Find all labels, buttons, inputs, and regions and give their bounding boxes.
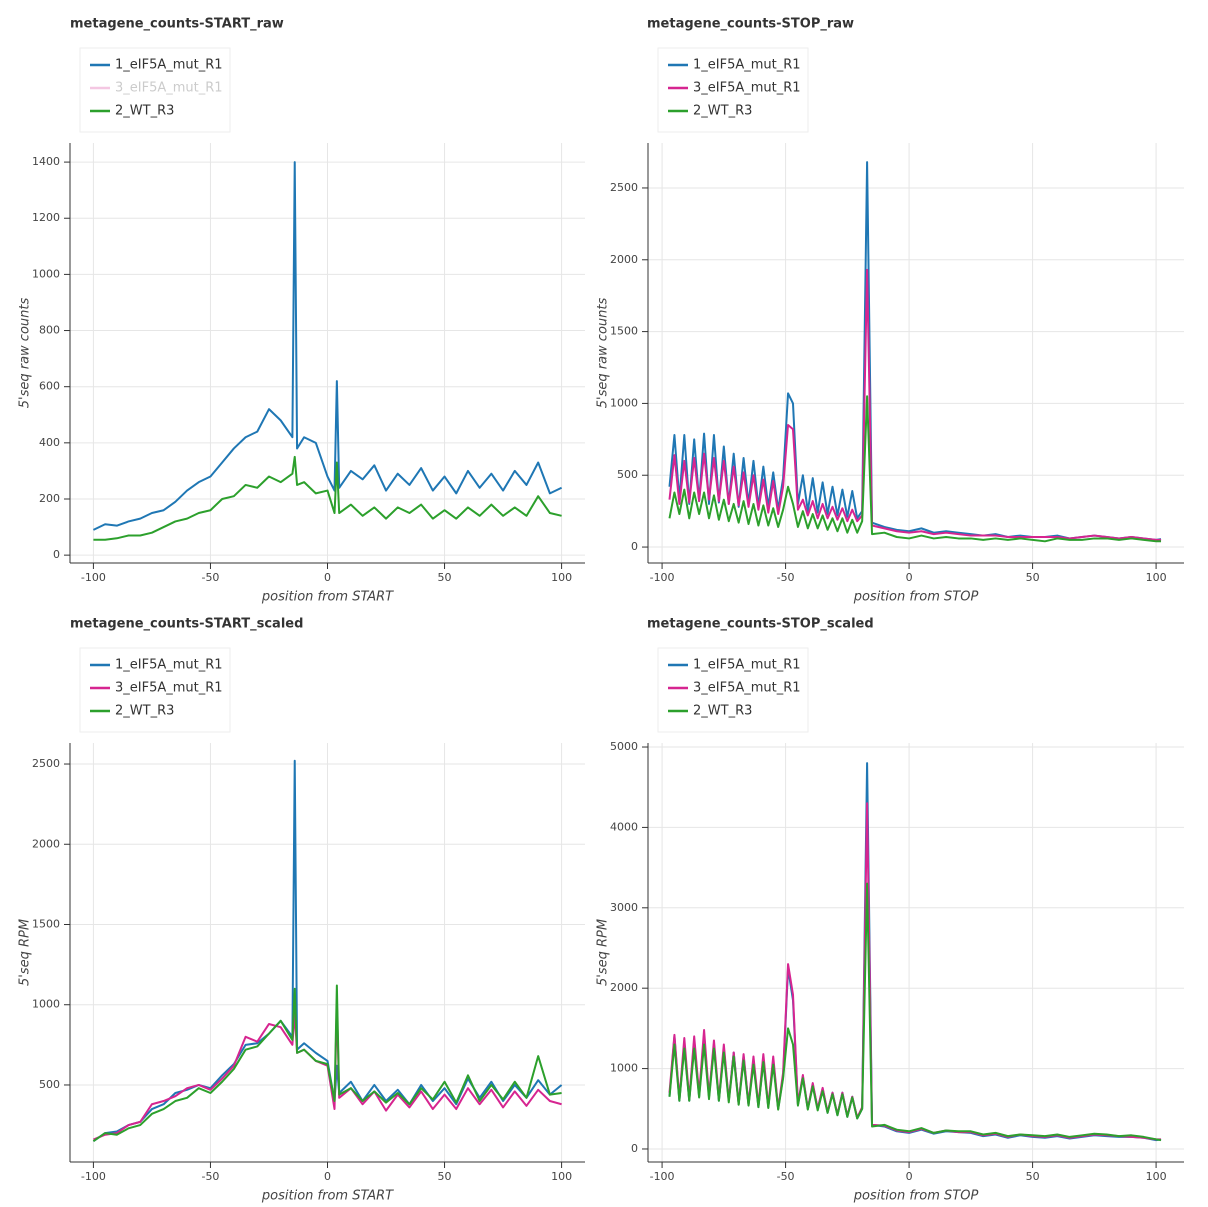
legend-label: 1_eIF5A_mut_R1: [693, 658, 801, 673]
y-axis-label: 5'seq raw counts: [18, 298, 33, 409]
x-tick-label: 100: [551, 571, 572, 584]
y-tick-label: 500: [39, 1078, 60, 1091]
x-axis-label: position from STOP: [853, 1189, 979, 1204]
legend-box: [657, 647, 809, 733]
y-tick-label: 2000: [610, 981, 638, 994]
x-tick-label: 0: [906, 571, 913, 584]
y-tick-label: 1200: [32, 211, 60, 224]
legend-box: [79, 47, 231, 133]
x-tick-label: -50: [201, 571, 219, 584]
y-tick-label: 800: [39, 324, 60, 337]
legend-label: 2_WT_R3: [693, 104, 752, 119]
x-tick-label: 0: [906, 1170, 913, 1183]
series-line: [668, 395, 1162, 543]
x-tick-label: 50: [438, 571, 452, 584]
y-tick-label: 1000: [32, 998, 60, 1011]
series-line: [92, 161, 563, 531]
series-line: [668, 802, 1162, 1141]
x-tick-label: 50: [438, 1170, 452, 1183]
y-tick-label: 1000: [32, 267, 60, 280]
legend-label: 3_eIF5A_mut_R1: [693, 81, 801, 96]
y-tick-label: 3000: [610, 901, 638, 914]
legend-label: 3_eIF5A_mut_R1: [115, 81, 223, 96]
x-tick-label: -100: [650, 1170, 675, 1183]
legend-label: 1_eIF5A_mut_R1: [693, 58, 801, 73]
x-tick-label: -100: [81, 571, 106, 584]
x-axis-label: position from START: [261, 1189, 394, 1204]
x-tick-label: -100: [650, 571, 675, 584]
series-line: [668, 268, 1162, 541]
chart-title: metagene_counts-START_scaled: [70, 617, 303, 632]
x-tick-label: 100: [1146, 571, 1167, 584]
x-tick-label: -50: [777, 571, 795, 584]
series-line: [93, 455, 562, 541]
legend-label: 3_eIF5A_mut_R1: [115, 681, 223, 696]
y-tick-label: 2000: [32, 837, 60, 850]
y-tick-label: 1500: [610, 325, 638, 338]
y-tick-label: 2000: [610, 253, 638, 266]
x-axis-label: position from STOP: [853, 590, 979, 605]
y-tick-label: 400: [39, 436, 60, 449]
x-tick-label: 0: [324, 571, 331, 584]
legend-label: 2_WT_R3: [115, 104, 174, 119]
legend-box: [79, 647, 231, 733]
y-tick-label: 5000: [610, 740, 638, 753]
x-tick-label: -50: [201, 1170, 219, 1183]
series-line: [668, 161, 1162, 541]
x-tick-label: 50: [1026, 1170, 1040, 1183]
x-tick-label: -50: [777, 1170, 795, 1183]
x-tick-label: 0: [324, 1170, 331, 1183]
x-axis-label: position from START: [261, 590, 394, 605]
legend-box: [657, 47, 809, 133]
x-tick-label: 100: [551, 1170, 572, 1183]
series-line: [668, 762, 1162, 1142]
y-tick-label: 1500: [32, 917, 60, 930]
y-tick-label: 0: [53, 548, 60, 561]
y-tick-label: 600: [39, 380, 60, 393]
series-line: [92, 984, 562, 1142]
legend-label: 2_WT_R3: [115, 704, 174, 719]
y-tick-label: 1400: [32, 155, 60, 168]
chart-title: metagene_counts-START_raw: [70, 17, 284, 32]
legend-label: 1_eIF5A_mut_R1: [115, 58, 223, 73]
y-tick-label: 2500: [32, 757, 60, 770]
y-axis-label: 5'seq RPM: [596, 919, 611, 986]
y-tick-label: 500: [617, 468, 638, 481]
y-tick-label: 4000: [610, 820, 638, 833]
x-tick-label: -100: [81, 1170, 106, 1183]
y-tick-label: 0: [631, 1142, 638, 1155]
series-line: [668, 882, 1162, 1142]
y-axis-label: 5'seq RPM: [18, 919, 33, 986]
chart-title: metagene_counts-STOP_scaled: [647, 617, 874, 632]
x-tick-label: 100: [1146, 1170, 1167, 1183]
y-tick-label: 200: [39, 492, 60, 505]
x-tick-label: 50: [1026, 571, 1040, 584]
y-tick-label: 1000: [610, 1062, 638, 1075]
legend-label: 1_eIF5A_mut_R1: [115, 658, 223, 673]
y-tick-label: 0: [631, 540, 638, 553]
legend-label: 3_eIF5A_mut_R1: [693, 681, 801, 696]
y-axis-label: 5'seq raw counts: [596, 298, 611, 409]
y-tick-label: 1000: [610, 396, 638, 409]
chart-title: metagene_counts-STOP_raw: [647, 17, 854, 32]
legend-label: 2_WT_R3: [693, 704, 752, 719]
y-tick-label: 2500: [610, 181, 638, 194]
